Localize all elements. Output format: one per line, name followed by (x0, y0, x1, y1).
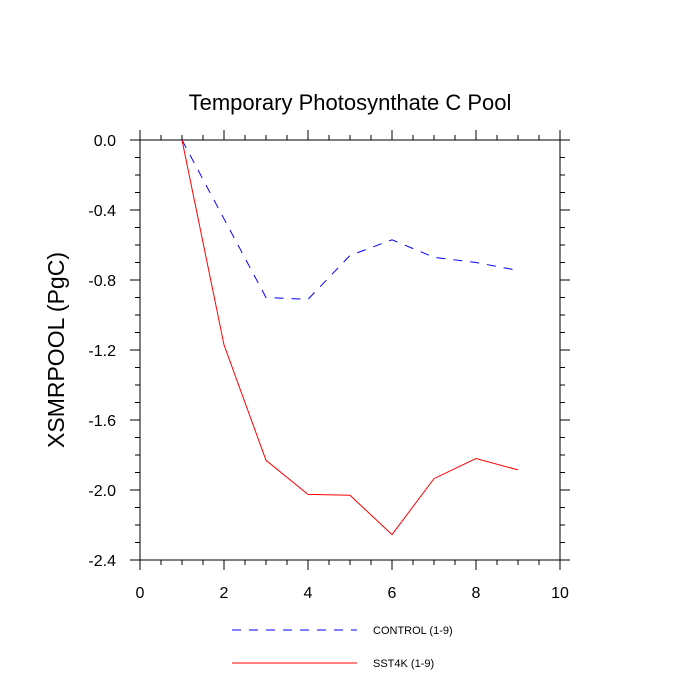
plot-frame (139, 139, 561, 561)
y-tick-label: -2.0 (88, 483, 116, 500)
y-tick-label: -0.8 (88, 273, 116, 290)
x-tick-label: 2 (220, 585, 229, 602)
chart-title: Temporary Photosynthate C Pool (189, 90, 512, 115)
y-tick-label: 0.0 (94, 133, 116, 150)
legend-label: SST4K (1-9) (373, 658, 434, 670)
y-tick-label: -1.6 (88, 413, 116, 430)
y-tick-label: -0.4 (88, 203, 116, 220)
x-tick-label: 8 (472, 585, 481, 602)
x-tick-label: 10 (551, 585, 569, 602)
y-axis-label: XSMRPOOL (PgC) (43, 252, 69, 448)
legend: CONTROL (1-9) SST4K (1-9) (232, 625, 453, 670)
x-tick-label: 0 (136, 585, 145, 602)
series-line-sst4k (181, 139, 519, 536)
x-tick-label: 4 (304, 585, 313, 602)
series-lines (181, 139, 519, 536)
series-line-control (181, 139, 519, 300)
tick-labels: 0 2 4 6 8 10 0.0 -0.4 -0.8 -1.2 -1.6 -2.0 -2.4 (88, 133, 569, 602)
y-tick-label: -1.2 (88, 343, 116, 360)
legend-label: CONTROL (1-9) (373, 625, 453, 637)
axis-ticks (130, 130, 570, 570)
x-tick-label: 6 (388, 585, 397, 602)
y-tick-label: -2.4 (88, 553, 116, 570)
